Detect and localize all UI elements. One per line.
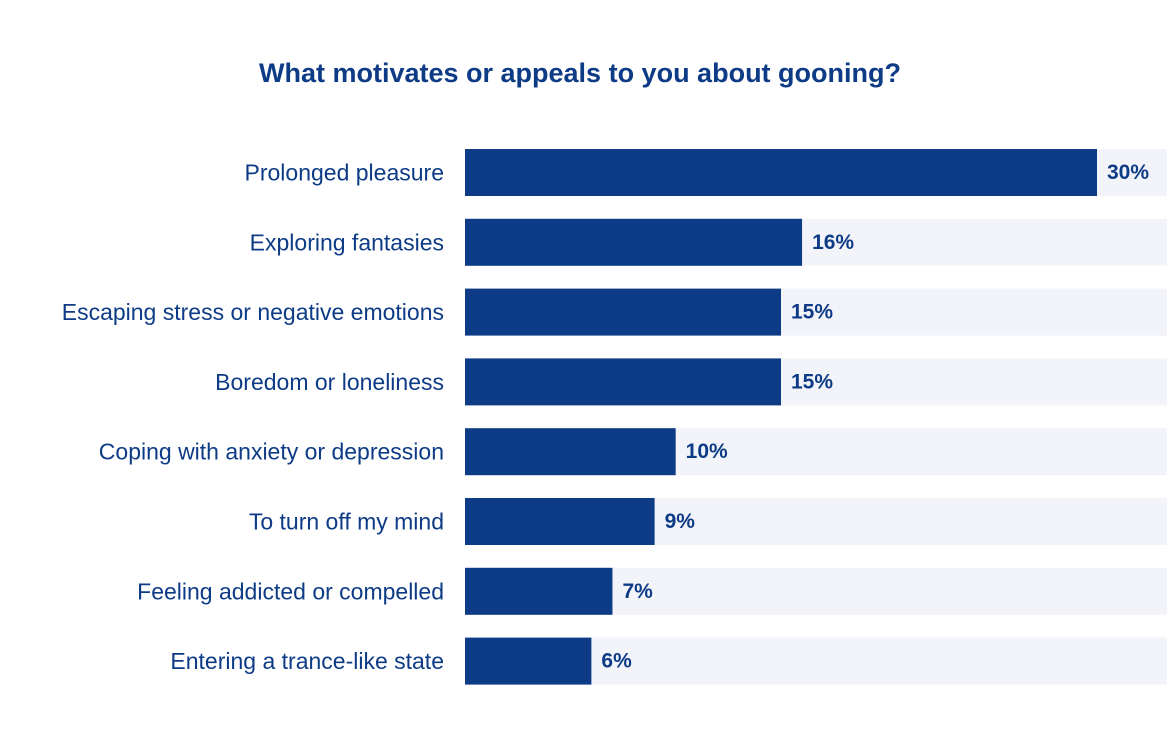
category-label: Prolonged pleasure (245, 160, 444, 186)
bar (465, 288, 781, 336)
category-label: Boredom or loneliness (215, 369, 444, 395)
category-label: To turn off my mind (249, 509, 444, 535)
bar (465, 218, 803, 266)
value-label: 6% (601, 650, 632, 673)
bar (465, 498, 655, 545)
bar (465, 428, 676, 476)
chart-title: What motivates or appeals to you about g… (258, 58, 901, 88)
value-label: 15% (791, 301, 833, 324)
category-label: Coping with anxiety or depression (99, 439, 444, 465)
bar (465, 567, 613, 615)
bar (465, 358, 781, 406)
bars (465, 149, 1097, 685)
value-label: 10% (686, 440, 728, 463)
category-labels: Prolonged pleasure Exploring fantasies Esc… (62, 160, 444, 675)
bar (465, 637, 592, 685)
value-label: 30% (1107, 161, 1149, 184)
value-label: 9% (665, 510, 696, 533)
category-label: Feeling addicted or compelled (137, 578, 444, 604)
value-label: 15% (791, 370, 833, 393)
category-label: Exploring fantasies (250, 229, 444, 255)
value-label: 16% (812, 231, 854, 254)
value-labels: 30% 16% 15% 15% 10% 9% 7% 6% (601, 161, 1149, 673)
bar (465, 149, 1097, 196)
category-label: Escaping stress or negative emotions (62, 299, 444, 325)
category-label: Entering a trance-like state (170, 648, 444, 674)
value-label: 7% (622, 580, 653, 603)
